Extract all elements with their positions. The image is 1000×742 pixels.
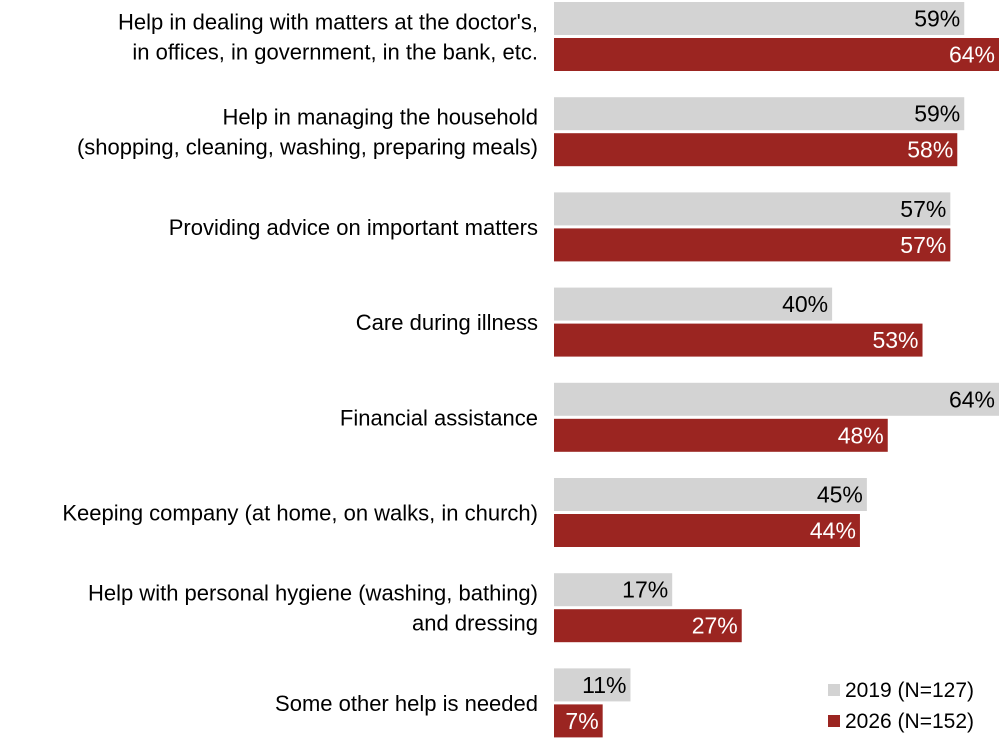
bar-2026-6 <box>554 609 742 643</box>
category-label-7: Some other help is needed <box>275 691 538 716</box>
data-label-2019-5: 45% <box>817 482 863 508</box>
category-label-2: Providing advice on important matters <box>169 215 538 240</box>
bar-2019-7 <box>554 668 631 702</box>
data-label-2026-2: 57% <box>900 232 946 258</box>
bar-2019-3 <box>554 287 833 321</box>
bars-layer: 59% 64% 59% 58% 57% 57% 40% 53% 64% 48% 45% 44% 17% 2… <box>554 2 999 738</box>
bar-2026-4 <box>554 418 888 452</box>
data-label-2026-1: 58% <box>907 137 953 163</box>
bar-2019-0 <box>554 2 965 35</box>
data-label-2019-6: 17% <box>622 577 668 603</box>
bar-2026-2 <box>554 228 951 262</box>
category-label-1-line-0: Help in managing the household <box>222 105 538 130</box>
bar-2019-2 <box>554 192 951 226</box>
bar-2026-1 <box>554 133 958 167</box>
bar-2019-1 <box>554 97 965 131</box>
bar-2019-4 <box>554 382 999 416</box>
data-label-2019-1: 59% <box>914 101 960 127</box>
legend-label-2019: 2019 (N=127) <box>845 679 974 702</box>
bar-2026-5 <box>554 514 860 547</box>
category-label-0-line-0: Help in dealing with matters at the doct… <box>118 10 538 35</box>
bar-2026-7 <box>554 704 603 738</box>
data-label-2019-4: 64% <box>949 386 995 412</box>
data-label-2026-4: 48% <box>838 422 884 448</box>
data-label-2026-0: 64% <box>949 42 995 68</box>
category-label-5: Keeping company (at home, on walks, in c… <box>62 501 538 526</box>
legend-swatch-2019 <box>828 684 840 696</box>
category-label-4: Financial assistance <box>340 405 538 430</box>
data-label-2019-3: 40% <box>782 291 828 317</box>
category-label-1-line-1: (shopping, cleaning, washing, preparing … <box>77 135 538 160</box>
data-label-2026-5: 44% <box>810 518 856 544</box>
category-label-6-line-0: Help with personal hygiene (washing, bat… <box>88 581 538 606</box>
data-label-2026-7: 7% <box>565 708 598 734</box>
legend: 2019 (N=127) 2026 (N=152) <box>828 679 974 733</box>
data-label-2019-2: 57% <box>900 196 946 222</box>
legend-swatch-2026 <box>828 715 840 727</box>
category-label-3: Care during illness <box>356 310 538 335</box>
category-labels: Help in dealing with matters at the doct… <box>62 10 538 716</box>
data-label-2019-7: 11% <box>582 672 626 698</box>
bar-2019-6 <box>554 573 673 607</box>
category-label-0-line-1: in offices, in government, in the bank, … <box>132 40 538 65</box>
data-label-2026-3: 53% <box>872 327 918 353</box>
category-label-6-line-1: and dressing <box>412 611 538 636</box>
data-label-2019-0: 59% <box>914 6 960 32</box>
bar-2026-3 <box>554 323 923 357</box>
bar-2019-5 <box>554 478 867 511</box>
bar-2026-0 <box>554 38 999 71</box>
legend-label-2026: 2026 (N=152) <box>845 710 974 733</box>
data-label-2026-6: 27% <box>692 613 738 639</box>
